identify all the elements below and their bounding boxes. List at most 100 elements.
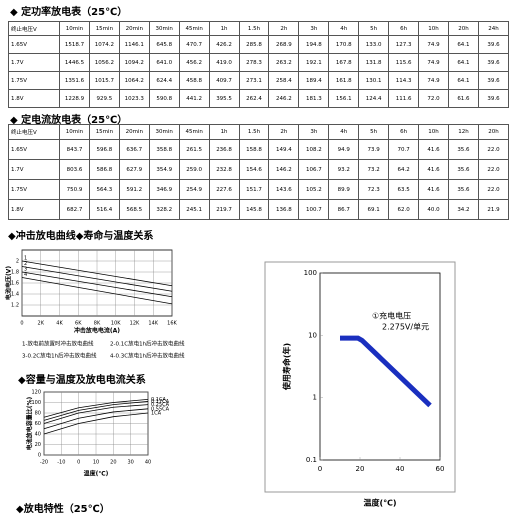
cell: 21.9 [477, 199, 510, 220]
x-tick-label: -20 [40, 460, 48, 466]
cell: 245.1 [178, 199, 210, 220]
cell: 39.6 [477, 89, 510, 108]
cell: 145.8 [238, 199, 270, 220]
cell: 20min [118, 124, 150, 140]
cell: 1.75V [8, 71, 60, 90]
series-label: 4 [24, 272, 27, 278]
x-axis-label: 冲击放电电流(A) [74, 327, 120, 335]
x-tick-label: 60 [436, 465, 445, 473]
y-tick-label: 0.1 [306, 456, 317, 464]
cell: 516.4 [88, 199, 120, 220]
series-line [43, 412, 149, 435]
series-line [21, 266, 173, 292]
y-tick-label: 60 [35, 421, 41, 427]
y-tick-label: 1.2 [11, 303, 19, 309]
cell: 219.7 [208, 199, 240, 220]
current-table: 终止电压V 10min 15min 20min 30min 45min 1h 1.5h 2h 3h… [8, 124, 510, 220]
y-tick-label: 100 [31, 400, 41, 406]
legend-note: 3-0.2C放电1h后冲击放电曲线 [22, 352, 97, 360]
series-label: 1 [24, 256, 27, 262]
x-tick-label: 10K [111, 321, 121, 327]
row: 1.8V 682.7 516.4 568.5 328.2 245.1 219.7 145.8 1… [8, 199, 510, 220]
series-label: 0.1CA [151, 397, 166, 403]
section-title: ◆放电特性（25℃） [16, 502, 110, 515]
cell: 1023.3 [118, 89, 150, 108]
series-label: 0.55CA [151, 406, 170, 412]
series-label: 0.25CA [151, 402, 170, 408]
row: 1.8V 1228.9 929.5 1023.3 590.8 441.2 395.5 262.… [8, 89, 510, 108]
cell: 568.5 [118, 199, 150, 220]
x-tick-label: 40 [396, 465, 405, 473]
y-tick-label: 80 [35, 411, 41, 417]
legend-note: 4-0.3C放电1h后冲击放电曲线 [110, 352, 185, 360]
x-axis-label: 温度(℃) [84, 470, 109, 478]
y-tick-label: 100 [304, 269, 317, 277]
y-axis-label: 电池放电容量比(%) [26, 396, 34, 450]
series-line [43, 404, 149, 424]
y-axis-label: 电池电压(V) [5, 266, 13, 300]
cell: 682.7 [59, 199, 90, 220]
power-table: 终止电压V 10min 15min 20min 30min 45min 1h 1.5h 2h 3h… [8, 21, 510, 108]
row: 1.75V 750.9 564.3 591.2 346.9 254.9 227.6 151.7… [8, 179, 510, 200]
y-tick-label: 1 [313, 394, 317, 402]
cell: 354.9 [148, 159, 180, 180]
chart-frame [264, 261, 456, 493]
y-tick-label: 20 [35, 442, 41, 448]
annotation: 2.275V/单元 [382, 322, 429, 332]
section-title: ◆冲击放电曲线◆寿命与温度关系 [8, 229, 153, 242]
cell: 40.0 [418, 199, 449, 220]
y-tick-label: 2 [16, 259, 19, 265]
cell: 1228.9 [59, 89, 90, 108]
x-tick-label: 12K [130, 321, 140, 327]
cell: 1.8V [8, 199, 60, 220]
y-tick-label: 1.8 [11, 270, 19, 276]
y-tick-label: 1.6 [11, 281, 19, 287]
cell: 1.7V [8, 53, 60, 72]
annotation: ①充电电压 [372, 311, 411, 321]
x-tick-label: -10 [57, 460, 65, 466]
x-tick-label: 8K [94, 321, 101, 327]
row: 1.65V 843.7 596.8 636.7 358.8 261.5 236.8 158.8… [8, 139, 510, 160]
y-tick-label: 120 [31, 390, 41, 396]
x-tick-label: 6K [75, 321, 82, 327]
x-tick-label: 20 [356, 465, 365, 473]
series-label: 0.17CA [151, 399, 170, 405]
series-line [21, 260, 173, 287]
series-line [21, 277, 173, 305]
x-tick-label: 20 [110, 460, 116, 466]
x-tick-label: 2K [38, 321, 45, 327]
row: 1.7V 803.6 586.8 627.9 354.9 259.0 232.8 154.6 1… [8, 159, 510, 180]
y-tick-label: 40 [35, 432, 41, 438]
y-axis-label: 使用寿命(年) [282, 343, 292, 391]
y-tick-label: 1.4 [11, 292, 19, 298]
series-label: 2 [24, 261, 27, 267]
legend-note: 2-0.1C放电1h后冲击放电曲线 [110, 340, 185, 348]
cell: 590.8 [148, 89, 180, 108]
cell: 441.2 [178, 89, 210, 108]
series-line [43, 401, 149, 421]
x-tick-label: 10 [93, 460, 99, 466]
x-axis-label: 温度(℃) [364, 498, 397, 508]
y-tick-label: 0 [38, 453, 41, 459]
cell: 395.5 [208, 89, 240, 108]
x-tick-label: 0 [20, 321, 23, 327]
legend-note: 1-放电前放置时冲击放电曲线 [22, 340, 94, 348]
series-line [43, 398, 149, 418]
cell: 1146.1 [118, 35, 150, 54]
y-tick-label: 10 [308, 331, 317, 339]
series-line [43, 408, 149, 430]
cell: 358.8 [148, 139, 180, 160]
x-tick-label: 30 [127, 460, 133, 466]
cell: 1h [208, 124, 240, 140]
section-title: ◆ 定功率放电表（25℃） [10, 7, 128, 18]
series-line [340, 335, 432, 408]
x-tick-label: 16K [167, 321, 177, 327]
cell: 1094.2 [118, 53, 150, 72]
x-tick-label: 4K [56, 321, 63, 327]
cell: 328.2 [148, 199, 180, 220]
cell: 1.75V [8, 179, 60, 200]
x-tick-label: 14K [148, 321, 158, 327]
header-row: 终止电压V 10min 15min 20min 30min 45min 1h 1.5h 2h 3h… [8, 124, 510, 140]
